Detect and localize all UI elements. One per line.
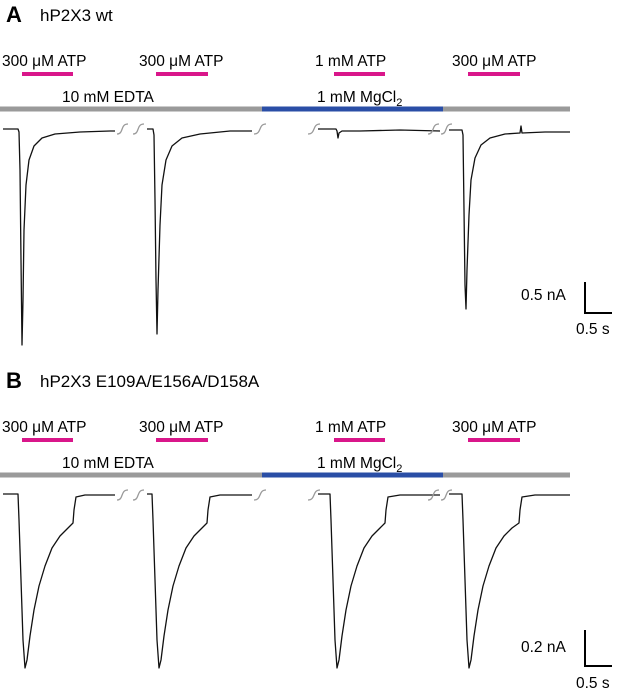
panel-b-title: hP2X3 E109A/E156A/D158A xyxy=(40,372,260,391)
panel-b-scale-y-label: 0.2 nA xyxy=(521,639,566,656)
panel-b-trace-4 xyxy=(449,493,570,669)
panel-a-atp-label-4: 300 μM ATP xyxy=(452,53,536,70)
panel-a-mg-label: 1 mM MgCl2 xyxy=(317,89,402,109)
panel-b-mg-label: 1 mM MgCl2 xyxy=(317,455,402,475)
panel-b-trace-3 xyxy=(318,493,440,669)
panel-a-break-1 xyxy=(116,123,145,135)
panel-a-break-2 xyxy=(253,123,267,135)
panel-a-scale-bar: 0.5 nA 0.5 s xyxy=(521,282,612,338)
panel-a-title: hP2X3 wt xyxy=(40,6,113,25)
panel-a-scale-y-label: 0.5 nA xyxy=(521,287,566,304)
panel-a-trace-1 xyxy=(3,128,115,346)
panel-b-break-1 xyxy=(116,489,145,501)
panel-b: B hP2X3 E109A/E156A/D158A 300 μM ATP 300… xyxy=(0,368,612,692)
panel-a: A hP2X3 wt 300 μM ATP 300 μM ATP 1 mM AT… xyxy=(0,2,612,346)
panel-a-atp-label-3: 1 mM ATP xyxy=(315,53,386,70)
panel-b-edta-label: 10 mM EDTA xyxy=(62,455,155,472)
panel-b-atp-label-4: 300 μM ATP xyxy=(452,419,536,436)
panel-b-atp-label-3: 1 mM ATP xyxy=(315,419,386,436)
panel-b-scale-x-label: 0.5 s xyxy=(576,675,610,692)
panel-a-scale-x-label: 0.5 s xyxy=(576,321,610,338)
panel-a-break-4 xyxy=(427,123,453,135)
panel-b-break-3 xyxy=(307,489,321,501)
panel-b-break-2 xyxy=(253,489,267,501)
panel-b-atp-label-1: 300 μM ATP xyxy=(2,419,86,436)
panel-b-trace-1 xyxy=(3,493,115,669)
panel-a-atp-label-1: 300 μM ATP xyxy=(2,53,86,70)
panel-b-atp-label-2: 300 μM ATP xyxy=(139,419,223,436)
panel-a-atp-label-2: 300 μM ATP xyxy=(139,53,223,70)
panel-b-trace-2 xyxy=(147,493,252,669)
panel-a-trace-4 xyxy=(449,125,570,310)
panel-a-edta-label: 10 mM EDTA xyxy=(62,89,155,106)
panel-b-scale-bar: 0.2 nA 0.5 s xyxy=(521,630,612,692)
panel-a-break-3 xyxy=(307,123,321,135)
panel-a-trace-3 xyxy=(318,128,441,139)
panel-b-letter: B xyxy=(6,368,22,393)
panel-a-trace-2 xyxy=(147,128,252,335)
panel-b-break-4 xyxy=(427,489,453,501)
panel-a-letter: A xyxy=(6,2,22,27)
